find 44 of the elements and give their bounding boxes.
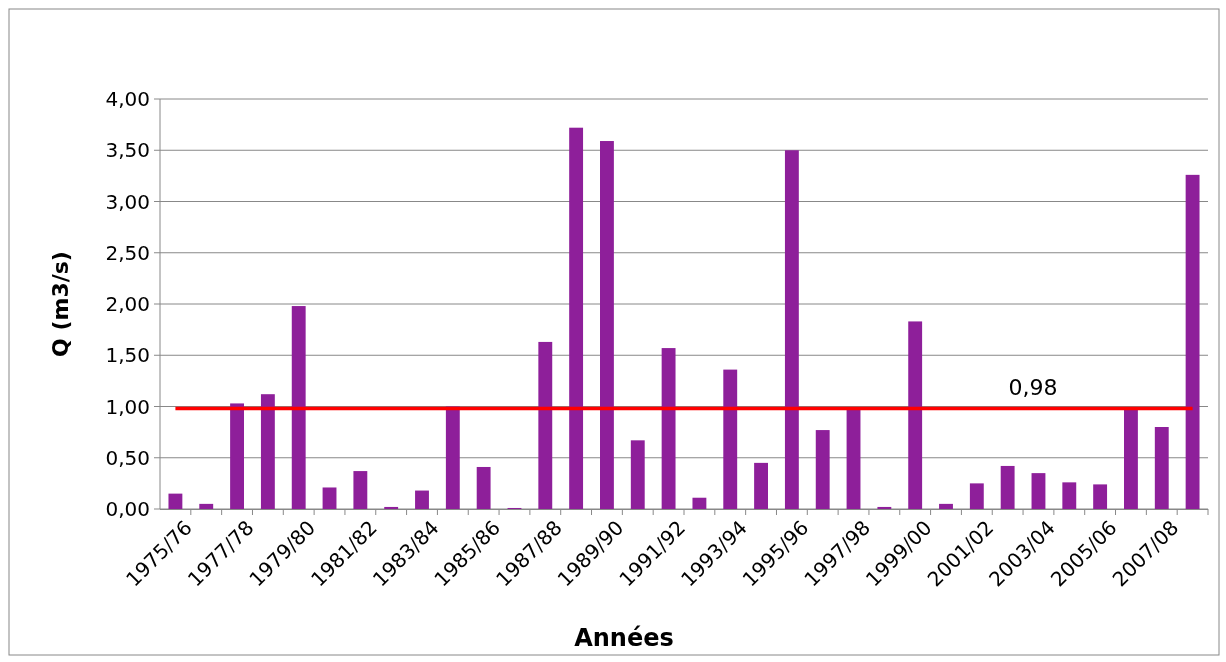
bar xyxy=(784,150,799,509)
y-tick-label: 2,00 xyxy=(105,292,150,316)
bar xyxy=(1185,174,1200,509)
bar xyxy=(569,127,584,509)
y-tick-label: 4,00 xyxy=(105,87,150,111)
bar xyxy=(199,503,214,509)
bar xyxy=(260,394,275,509)
bar xyxy=(384,506,399,509)
bar xyxy=(939,503,953,509)
ref-line-label: 0,98 xyxy=(1008,374,1058,400)
y-tick-label: 1,50 xyxy=(105,343,150,368)
bar xyxy=(600,141,614,509)
bar xyxy=(661,348,676,509)
bar xyxy=(630,440,645,509)
bar xyxy=(168,493,183,509)
bar xyxy=(1031,473,1046,509)
bar xyxy=(476,466,491,509)
bar xyxy=(538,341,553,509)
y-tick-label: 2,50 xyxy=(105,240,150,265)
bar xyxy=(1062,482,1077,509)
x-axis-title: Années xyxy=(574,624,674,652)
bar xyxy=(723,369,738,509)
y-axis-title: Q (m3/s) xyxy=(48,251,73,357)
bar xyxy=(291,306,306,509)
bar xyxy=(969,483,984,509)
y-tick-label: 3,50 xyxy=(105,138,150,163)
bar xyxy=(230,403,244,509)
bar xyxy=(815,430,830,509)
bar xyxy=(908,321,923,509)
bar xyxy=(1154,427,1169,509)
y-tick-label: 3,00 xyxy=(105,189,150,214)
bar xyxy=(877,506,892,509)
bar xyxy=(322,487,337,509)
bar xyxy=(754,462,768,509)
bar xyxy=(353,471,368,509)
bar xyxy=(415,490,429,509)
bar xyxy=(692,497,707,509)
bar xyxy=(1000,465,1015,509)
bar xyxy=(1093,484,1108,509)
y-tick-label: 0,50 xyxy=(105,445,150,470)
y-tick-label: 1,00 xyxy=(105,394,150,419)
bar xyxy=(1124,409,1138,509)
y-tick-label: 0,00 xyxy=(105,497,150,521)
bar xyxy=(846,409,861,509)
